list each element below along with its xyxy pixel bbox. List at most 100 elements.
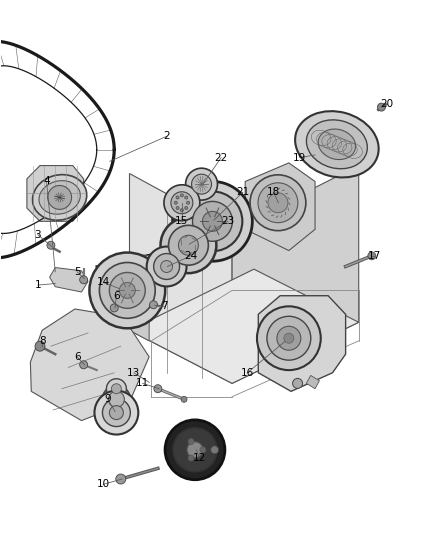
Text: 17: 17 bbox=[367, 251, 381, 261]
Circle shape bbox=[147, 247, 187, 286]
Text: 8: 8 bbox=[39, 336, 46, 346]
Text: 15: 15 bbox=[175, 216, 188, 227]
Circle shape bbox=[80, 276, 88, 284]
Circle shape bbox=[202, 212, 223, 231]
Circle shape bbox=[111, 384, 121, 394]
Text: 6: 6 bbox=[113, 290, 120, 301]
Polygon shape bbox=[30, 309, 149, 421]
Text: 2: 2 bbox=[163, 131, 170, 141]
Circle shape bbox=[176, 206, 179, 209]
Circle shape bbox=[268, 193, 288, 213]
Circle shape bbox=[110, 304, 118, 312]
Circle shape bbox=[378, 103, 385, 111]
Circle shape bbox=[102, 399, 131, 426]
Polygon shape bbox=[110, 277, 149, 341]
Text: 7: 7 bbox=[161, 301, 168, 311]
Circle shape bbox=[211, 446, 219, 454]
Text: 10: 10 bbox=[97, 479, 110, 489]
Circle shape bbox=[35, 341, 45, 351]
Text: 6: 6 bbox=[74, 352, 81, 362]
Circle shape bbox=[368, 252, 376, 260]
Text: 3: 3 bbox=[35, 230, 41, 240]
Circle shape bbox=[180, 194, 184, 197]
Circle shape bbox=[171, 192, 193, 214]
Text: 18: 18 bbox=[267, 187, 280, 197]
Circle shape bbox=[80, 361, 88, 369]
Text: 21: 21 bbox=[237, 187, 250, 197]
Circle shape bbox=[119, 282, 135, 298]
Circle shape bbox=[176, 196, 179, 199]
Text: 23: 23 bbox=[221, 216, 234, 227]
Circle shape bbox=[200, 447, 206, 453]
Text: 1: 1 bbox=[35, 280, 41, 290]
Circle shape bbox=[95, 391, 138, 434]
Text: 11: 11 bbox=[136, 378, 149, 389]
Circle shape bbox=[185, 206, 188, 209]
Circle shape bbox=[165, 420, 225, 480]
Ellipse shape bbox=[318, 129, 356, 159]
Circle shape bbox=[110, 272, 145, 309]
Polygon shape bbox=[27, 166, 84, 221]
Text: 16: 16 bbox=[241, 368, 254, 378]
Text: 9: 9 bbox=[104, 394, 111, 405]
Circle shape bbox=[187, 442, 203, 458]
Circle shape bbox=[258, 183, 298, 223]
Polygon shape bbox=[306, 375, 319, 389]
Circle shape bbox=[257, 306, 321, 370]
Circle shape bbox=[173, 181, 252, 261]
Polygon shape bbox=[130, 269, 359, 383]
Polygon shape bbox=[258, 296, 346, 391]
Circle shape bbox=[164, 185, 200, 221]
Circle shape bbox=[187, 201, 190, 204]
Text: 14: 14 bbox=[97, 278, 110, 287]
Circle shape bbox=[47, 241, 55, 249]
Ellipse shape bbox=[39, 181, 80, 214]
Circle shape bbox=[161, 261, 173, 272]
Circle shape bbox=[99, 262, 155, 318]
Ellipse shape bbox=[295, 111, 379, 177]
Text: 19: 19 bbox=[293, 152, 307, 163]
Text: 22: 22 bbox=[215, 152, 228, 163]
Text: 24: 24 bbox=[184, 251, 197, 261]
Polygon shape bbox=[245, 163, 315, 251]
Circle shape bbox=[160, 217, 216, 273]
Circle shape bbox=[193, 201, 233, 241]
Circle shape bbox=[188, 439, 194, 445]
Ellipse shape bbox=[307, 120, 367, 169]
Circle shape bbox=[267, 316, 311, 360]
Text: 5: 5 bbox=[74, 267, 81, 277]
Circle shape bbox=[154, 254, 180, 279]
Circle shape bbox=[188, 455, 194, 461]
Circle shape bbox=[109, 391, 124, 407]
Circle shape bbox=[186, 168, 218, 200]
Circle shape bbox=[89, 253, 165, 328]
Circle shape bbox=[48, 185, 71, 209]
Circle shape bbox=[106, 379, 127, 399]
Circle shape bbox=[110, 406, 124, 419]
Circle shape bbox=[180, 209, 184, 212]
Circle shape bbox=[284, 333, 294, 343]
Circle shape bbox=[181, 397, 187, 402]
Polygon shape bbox=[130, 174, 232, 383]
Ellipse shape bbox=[32, 175, 87, 220]
Circle shape bbox=[169, 225, 208, 265]
Polygon shape bbox=[232, 166, 359, 383]
Text: 13: 13 bbox=[127, 368, 141, 378]
Circle shape bbox=[178, 235, 198, 255]
Circle shape bbox=[277, 326, 301, 350]
Polygon shape bbox=[119, 253, 160, 296]
Circle shape bbox=[173, 428, 217, 472]
Circle shape bbox=[183, 191, 242, 251]
Circle shape bbox=[149, 301, 158, 309]
Text: 4: 4 bbox=[43, 176, 50, 187]
Circle shape bbox=[250, 175, 306, 231]
Text: 12: 12 bbox=[193, 453, 206, 463]
Circle shape bbox=[102, 385, 131, 413]
Circle shape bbox=[116, 474, 126, 484]
Circle shape bbox=[293, 378, 303, 389]
Polygon shape bbox=[49, 268, 88, 292]
Circle shape bbox=[154, 385, 162, 393]
Text: 20: 20 bbox=[381, 100, 394, 109]
Circle shape bbox=[191, 174, 212, 194]
Circle shape bbox=[174, 201, 177, 204]
